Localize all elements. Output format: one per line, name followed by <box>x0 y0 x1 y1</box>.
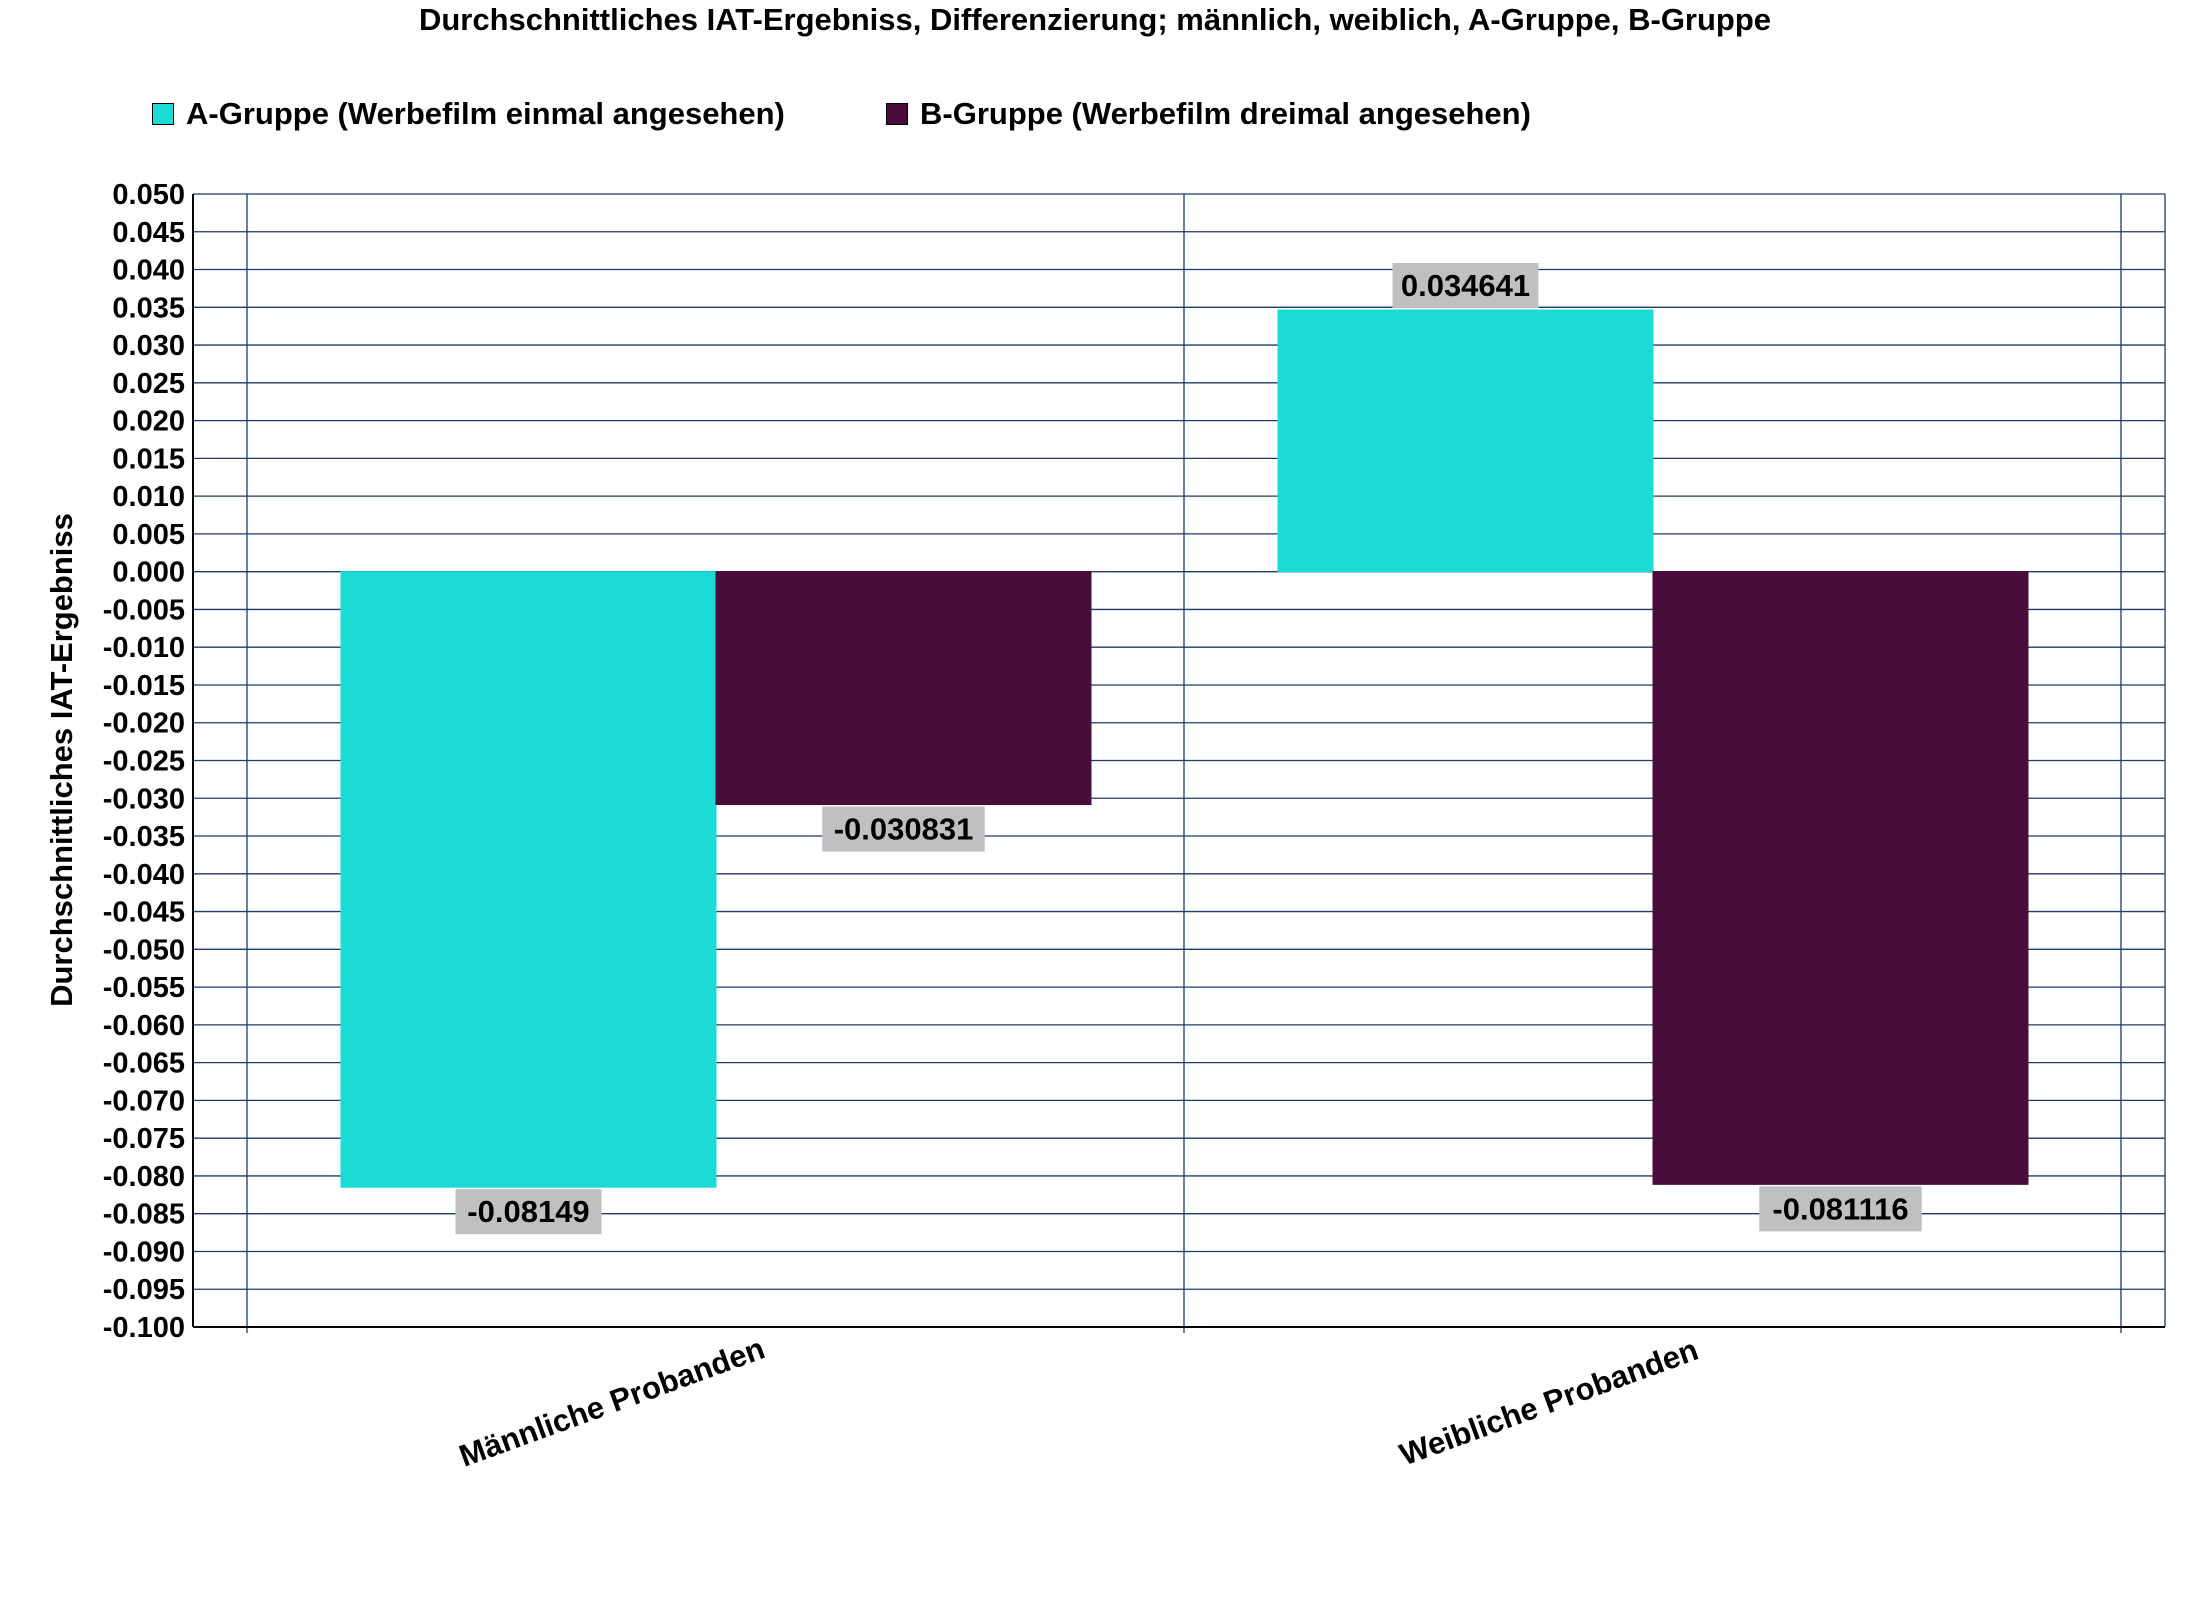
y-tick-label: 0.050 <box>112 179 185 211</box>
y-tick-label: 0.040 <box>112 255 185 287</box>
data-label: -0.081116 <box>1772 1191 1908 1226</box>
y-tick-label: 0.015 <box>112 443 185 475</box>
bar <box>340 571 717 1188</box>
y-tick-label: -0.070 <box>103 1085 185 1117</box>
legend-item-a-gruppe: A-Gruppe (Werbefilm einmal angesehen) <box>152 96 785 132</box>
y-tick-label: -0.085 <box>103 1199 185 1231</box>
y-tick-label: 0.000 <box>112 557 185 589</box>
legend: A-Gruppe (Werbefilm einmal angesehen) B-… <box>0 96 2190 136</box>
data-label: -0.030831 <box>834 812 974 847</box>
y-tick-label: 0.045 <box>112 217 185 249</box>
y-tick-label: -0.065 <box>103 1048 185 1080</box>
y-tick-label: -0.015 <box>103 670 185 702</box>
x-category-label: Männliche Probanden <box>455 1331 770 1474</box>
legend-item-b-gruppe: B-Gruppe (Werbefilm dreimal angesehen) <box>886 96 1531 132</box>
y-tick-label: -0.055 <box>103 972 185 1004</box>
legend-swatch-a-gruppe <box>152 103 174 125</box>
y-tick-label: -0.025 <box>103 746 185 778</box>
data-label: -0.08149 <box>467 1194 589 1229</box>
y-tick-label: -0.005 <box>103 594 185 626</box>
y-tick-label: -0.020 <box>103 708 185 740</box>
y-tick-label: -0.035 <box>103 821 185 853</box>
bar <box>715 571 1092 806</box>
y-tick-label: -0.080 <box>103 1161 185 1193</box>
data-label: 0.034641 <box>1401 268 1530 303</box>
y-tick-label: -0.095 <box>103 1274 185 1306</box>
y-tick-label: -0.010 <box>103 632 185 664</box>
y-tick-label: -0.040 <box>103 859 185 891</box>
y-tick-label: -0.050 <box>103 934 185 966</box>
legend-label-a-gruppe: A-Gruppe (Werbefilm einmal angesehen) <box>186 96 785 131</box>
y-tick-label: -0.090 <box>103 1236 185 1268</box>
legend-swatch-b-gruppe <box>886 103 908 125</box>
y-tick-label: 0.030 <box>112 330 185 362</box>
data-label-box <box>1759 1186 1922 1232</box>
chart-title: Durchschnittliches IAT-Ergebniss, Differ… <box>418 2 1772 37</box>
y-tick-label: -0.045 <box>103 897 185 929</box>
y-tick-label: -0.030 <box>103 783 185 815</box>
y-tick-label: 0.020 <box>112 406 185 438</box>
data-label-box <box>822 806 985 852</box>
y-tick-label: 0.025 <box>112 368 185 400</box>
legend-label-b-gruppe: B-Gruppe (Werbefilm dreimal angesehen) <box>920 96 1531 131</box>
y-tick-label: 0.035 <box>112 292 185 324</box>
bar <box>1652 571 2029 1185</box>
y-tick-label: 0.010 <box>112 481 185 513</box>
y-tick-label: -0.100 <box>103 1312 185 1344</box>
x-category-label: Weibliche Probanden <box>1395 1332 1703 1473</box>
data-label-box <box>1392 263 1539 309</box>
y-tick-label: 0.005 <box>112 519 185 551</box>
data-label-box <box>455 1189 602 1235</box>
bar <box>1277 309 1654 573</box>
y-tick-label: -0.060 <box>103 1010 185 1042</box>
y-tick-label: -0.075 <box>103 1123 185 1155</box>
